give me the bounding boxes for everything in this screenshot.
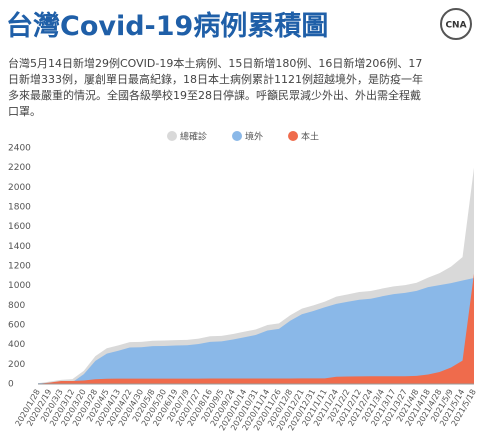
- legend-label: 總確診: [180, 131, 207, 143]
- y-tick-label: 200: [8, 360, 25, 370]
- y-tick-label: 1200: [8, 262, 31, 272]
- area: [38, 277, 474, 384]
- chart-subtitle: 台灣5月14日新增29例COVID-19本土病例、15日新增180例、16日新增…: [8, 57, 423, 118]
- y-tick-label: 0: [8, 380, 14, 390]
- y-tick-label: 1000: [8, 281, 31, 291]
- legend-label: 境外: [245, 131, 263, 143]
- y-tick-label: 2200: [8, 163, 31, 173]
- legend-swatch: [232, 131, 243, 141]
- y-tick-label: 2400: [8, 144, 31, 154]
- logo-ring: [440, 8, 472, 40]
- legend-label: 本土: [301, 131, 319, 143]
- logo: CNA: [445, 21, 466, 31]
- y-tick-label: 400: [8, 340, 25, 350]
- legend-swatch: [167, 131, 177, 141]
- legend-swatch: [288, 131, 299, 141]
- y-tick-label: 1800: [8, 203, 31, 213]
- y-tick-label: 800: [8, 301, 25, 311]
- y-tick-label: 2000: [8, 183, 31, 193]
- chart-title: 台灣Covid-19病例累積圖: [6, 11, 329, 42]
- y-tick-label: 600: [8, 321, 25, 331]
- y-tick-label: 1600: [8, 222, 31, 232]
- y-tick-label: 1400: [8, 242, 31, 252]
